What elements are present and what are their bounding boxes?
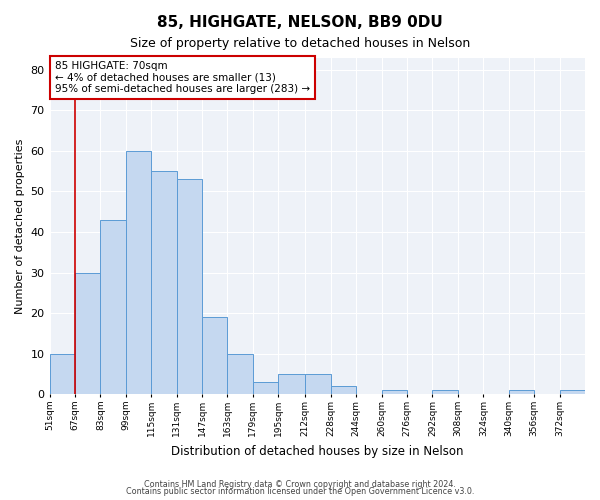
Bar xyxy=(331,386,356,394)
Bar xyxy=(151,171,176,394)
Bar xyxy=(126,151,151,394)
Text: Contains public sector information licensed under the Open Government Licence v3: Contains public sector information licen… xyxy=(126,487,474,496)
Bar xyxy=(227,354,253,394)
Bar xyxy=(202,317,227,394)
Bar xyxy=(278,374,305,394)
Bar xyxy=(75,272,100,394)
Text: Size of property relative to detached houses in Nelson: Size of property relative to detached ho… xyxy=(130,38,470,51)
X-axis label: Distribution of detached houses by size in Nelson: Distribution of detached houses by size … xyxy=(171,444,464,458)
Bar xyxy=(509,390,534,394)
Text: 85 HIGHGATE: 70sqm
← 4% of detached houses are smaller (13)
95% of semi-detached: 85 HIGHGATE: 70sqm ← 4% of detached hous… xyxy=(55,61,310,94)
Bar xyxy=(305,374,331,394)
Text: 85, HIGHGATE, NELSON, BB9 0DU: 85, HIGHGATE, NELSON, BB9 0DU xyxy=(157,15,443,30)
Y-axis label: Number of detached properties: Number of detached properties xyxy=(15,138,25,314)
Bar xyxy=(100,220,126,394)
Bar xyxy=(433,390,458,394)
Text: Contains HM Land Registry data © Crown copyright and database right 2024.: Contains HM Land Registry data © Crown c… xyxy=(144,480,456,489)
Bar xyxy=(382,390,407,394)
Bar xyxy=(253,382,278,394)
Bar xyxy=(560,390,585,394)
Bar xyxy=(176,179,202,394)
Bar xyxy=(50,354,75,394)
